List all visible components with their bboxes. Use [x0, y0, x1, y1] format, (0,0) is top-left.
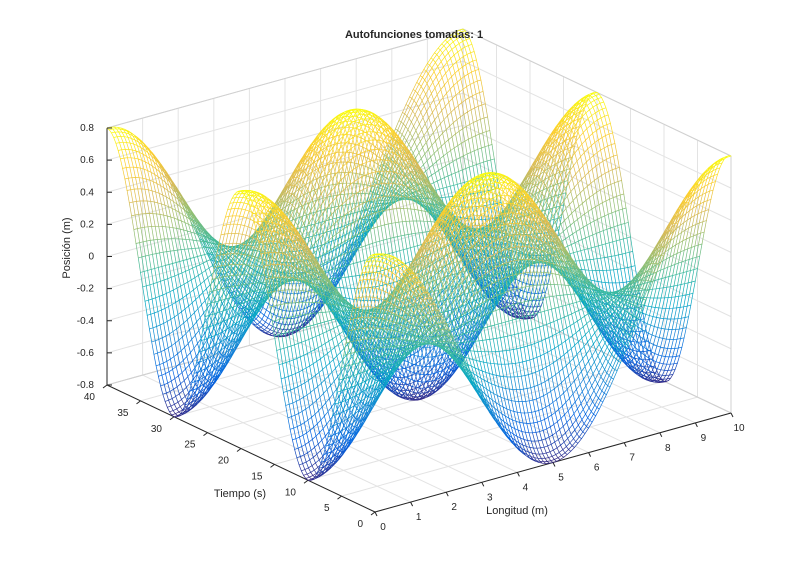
- x-tick-mark: [481, 482, 485, 487]
- y-tick-label: 25: [184, 440, 196, 451]
- x-tick-label: 4: [523, 482, 529, 493]
- y-tick-mark: [270, 463, 275, 468]
- y-tick-mark: [337, 495, 342, 500]
- x-tick-label: 0: [380, 522, 386, 533]
- x-tick-mark: [694, 422, 698, 428]
- y-tick-label: 10: [285, 487, 297, 498]
- y-tick-label: 30: [151, 424, 163, 435]
- z-tick-label: 0.2: [80, 219, 94, 230]
- y-tick-label: 35: [117, 408, 129, 419]
- x-tick-label: 5: [558, 473, 564, 484]
- z-tick-label: 0.6: [80, 155, 94, 166]
- x-tick-label: 10: [733, 423, 745, 434]
- side-wall-grid-line: [462, 124, 732, 253]
- chart-title: Autofunciones tomadas: 1: [345, 29, 483, 41]
- y-axis-label: Tiempo (s): [214, 488, 266, 500]
- x-tick-label: 1: [416, 512, 422, 523]
- x-tick-mark: [623, 442, 627, 447]
- y-tick-mark: [102, 384, 108, 389]
- z-tick-label: -0.4: [77, 316, 95, 327]
- y-tick-mark: [136, 400, 141, 405]
- z-axis-label: Posición (m): [61, 217, 73, 278]
- x-tick-mark: [445, 491, 449, 497]
- y-tick-label: 5: [324, 503, 330, 514]
- side-wall-grid-line: [462, 60, 732, 189]
- y-tick-mark: [303, 479, 309, 484]
- surface-mesh-lines: [106, 28, 732, 257]
- x-tick-mark: [552, 462, 556, 467]
- x-tick-mark: [730, 412, 734, 418]
- x-tick-label: 9: [701, 433, 707, 444]
- surface-mesh-lines: [120, 56, 718, 281]
- x-tick-mark: [516, 472, 520, 477]
- box-edge: [106, 28, 464, 129]
- x-tick-mark: [374, 511, 378, 517]
- z-tick-label: 0.8: [80, 123, 94, 134]
- x-tick-label: 6: [594, 463, 600, 474]
- x-tick-mark: [410, 501, 414, 507]
- z-tick-label: -0.6: [77, 348, 95, 359]
- tick-labels: 0 1 2 3 4 5 6 7 8 9 10 0 5 10 15 20 25 30 35 40-0.8 -0.6 -0.4…: [77, 123, 745, 533]
- y-tick-mark: [169, 416, 175, 421]
- x-axis-label: Longitud (m): [486, 505, 548, 517]
- y-tick-mark: [370, 511, 376, 516]
- z-tick-label: 0.4: [80, 187, 94, 198]
- y-tick-mark: [203, 432, 208, 437]
- surface-mesh: [106, 28, 732, 481]
- y-tick-label: 0: [357, 519, 363, 530]
- side-wall-grid-line: [462, 92, 732, 221]
- back-wall-grid-line: [106, 60, 464, 161]
- y-tick-mark: [236, 448, 242, 452]
- floor-grid-line: [274, 364, 631, 465]
- y-tick-label: 40: [84, 392, 96, 403]
- z-tick-label: -0.2: [77, 284, 95, 295]
- x-tick-mark: [659, 432, 663, 438]
- x-tick-label: 7: [629, 453, 635, 464]
- x-tick-label: 3: [487, 492, 493, 503]
- z-tick-label: 0: [88, 252, 94, 263]
- y-tick-label: 15: [251, 471, 263, 482]
- x-tick-mark: [588, 452, 592, 457]
- back-wall-grid-line: [106, 124, 464, 225]
- y-tick-label: 20: [218, 456, 230, 467]
- z-tick-label: -0.8: [77, 380, 95, 391]
- x-tick-label: 8: [665, 443, 671, 454]
- x-tick-label: 2: [451, 502, 457, 513]
